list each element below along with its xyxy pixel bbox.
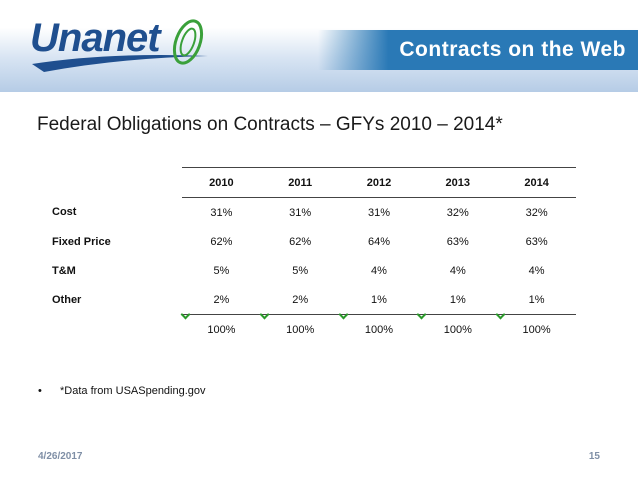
- total-cell: 100%: [207, 323, 236, 336]
- header-blank-cell: [52, 168, 182, 198]
- obligations-table: 2010 2011 2012 2013 2014 Cost 31% 31% 31…: [52, 167, 576, 344]
- table-row: T&M 5% 5% 4% 4% 4%: [52, 256, 576, 285]
- table-cell: 1%: [338, 285, 419, 320]
- header-band: Unanet Contracts on the Web: [0, 0, 638, 92]
- cell-value: 1%: [371, 293, 387, 306]
- table-cell: 2%: [180, 285, 261, 320]
- table-row: Cost 31% 31% 31% 32% 32%: [52, 198, 576, 228]
- total-cell: 100%: [443, 323, 472, 336]
- row-label: Fixed Price: [52, 235, 111, 248]
- totals-row: 100% 100% 100% 100% 100%: [52, 315, 576, 345]
- table-cell: 63%: [446, 235, 469, 248]
- table-cell: 4%: [528, 264, 545, 277]
- year-header: 2014: [497, 167, 576, 198]
- table-cell: 31%: [210, 206, 233, 219]
- table-row: Fixed Price 62% 62% 64% 63% 63%: [52, 227, 576, 256]
- table-cell: 4%: [449, 264, 466, 277]
- source-note: • *Data from USASpending.gov: [38, 385, 206, 397]
- cell-value: 1%: [449, 293, 466, 306]
- table-cell: 1%: [416, 285, 498, 320]
- logo-text: Unanet: [30, 16, 161, 60]
- title-bar: Contracts on the Web: [318, 30, 638, 70]
- table-cell: 5%: [292, 264, 309, 277]
- table-cell: 31%: [289, 206, 312, 219]
- cell-value: 1%: [528, 293, 545, 306]
- table-cell: 62%: [289, 235, 312, 248]
- year-header: 2013: [418, 167, 498, 198]
- table-cell: 32%: [446, 206, 469, 219]
- cell-value: 2%: [292, 293, 309, 306]
- year-header: 2011: [260, 167, 340, 198]
- table-cell: 4%: [371, 264, 387, 277]
- total-cell: 100%: [286, 323, 315, 336]
- table-cell: 62%: [210, 235, 233, 248]
- row-label: T&M: [52, 264, 76, 277]
- table-header-row: 2010 2011 2012 2013 2014: [52, 167, 576, 198]
- row-label: Other: [52, 293, 82, 306]
- year-header: 2010: [182, 167, 261, 198]
- table-row: Other 2% 2% 1% 1% 1%: [52, 285, 576, 320]
- totals-label-blank: [52, 315, 182, 345]
- footer-date: 4/26/2017: [38, 451, 83, 462]
- page-heading: Federal Obligations on Contracts – GFYs …: [37, 114, 503, 135]
- table-cell: 1%: [495, 285, 576, 320]
- table-cell: 2%: [259, 285, 340, 320]
- table-cell: 32%: [525, 206, 548, 219]
- table-cell: 31%: [367, 206, 390, 219]
- bullet-icon: •: [38, 385, 42, 397]
- slide-title: Contracts on the Web: [399, 38, 626, 61]
- source-note-text: *Data from USASpending.gov: [60, 385, 206, 397]
- total-cell: 100%: [522, 323, 551, 336]
- total-cell: 100%: [364, 323, 394, 336]
- table-cell: 5%: [213, 264, 230, 277]
- cell-value: 2%: [213, 293, 230, 306]
- row-label: Cost: [52, 206, 77, 219]
- unanet-logo: Unanet: [30, 14, 220, 80]
- table-cell: 63%: [525, 235, 548, 248]
- logo-swoosh-icon: [32, 19, 208, 72]
- year-header: 2012: [339, 167, 419, 198]
- table-cell: 64%: [367, 235, 390, 248]
- page-number: 15: [588, 451, 600, 462]
